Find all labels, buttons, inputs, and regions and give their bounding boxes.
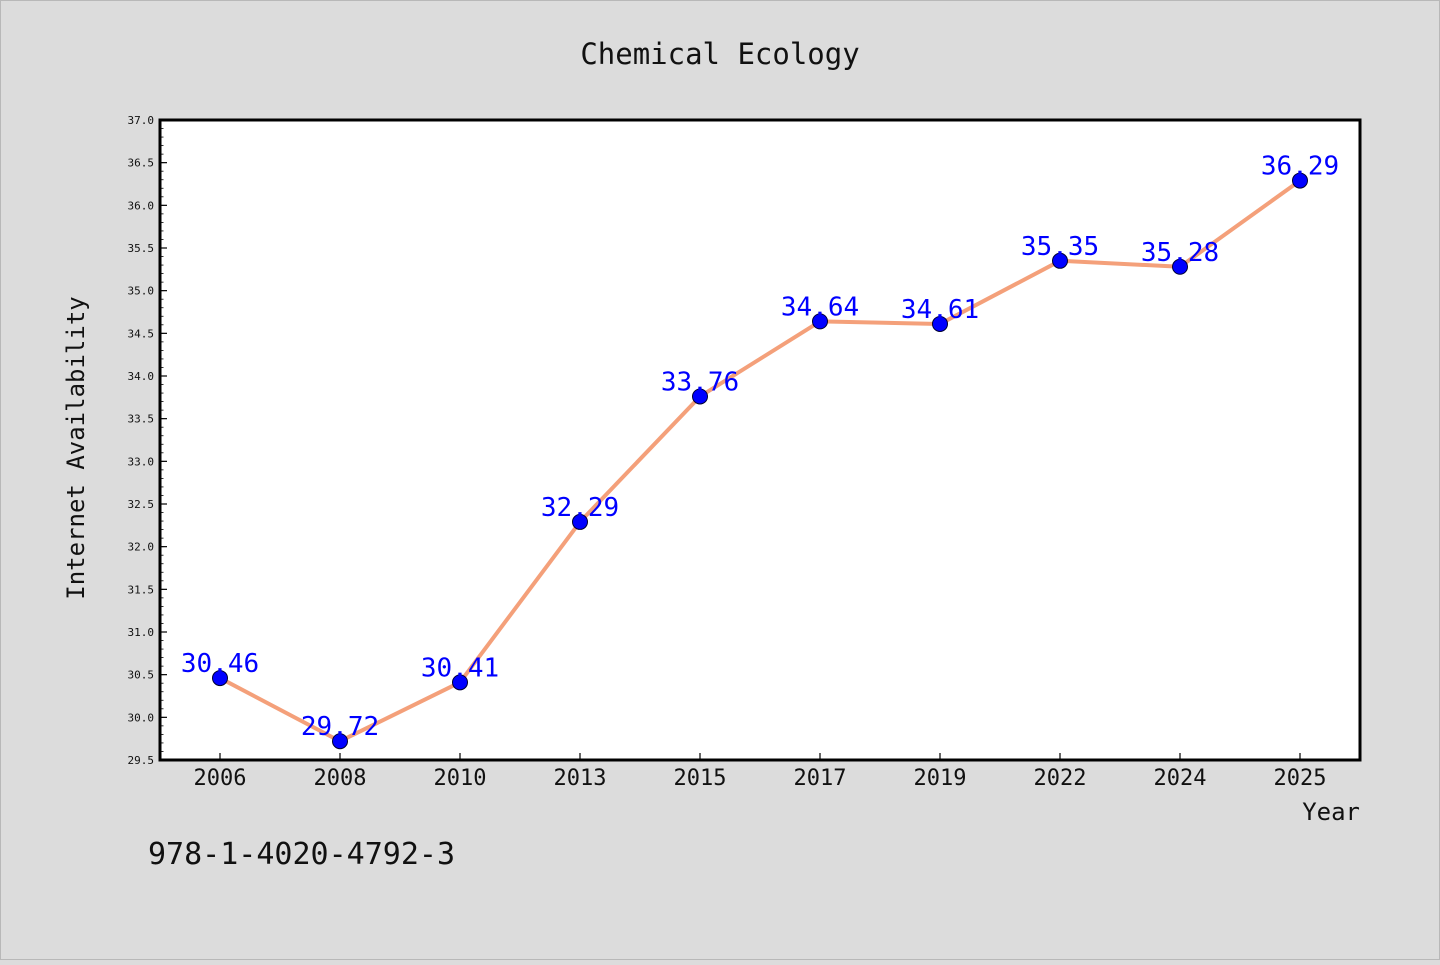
y-tick-label: 34.0 bbox=[128, 370, 155, 383]
x-tick-label: 2024 bbox=[1154, 766, 1207, 791]
chart-title: Chemical Ecology bbox=[580, 37, 859, 71]
data-label: 34.64 bbox=[781, 292, 859, 322]
x-tick-label: 2013 bbox=[554, 766, 607, 791]
y-axis-label: Internet Availability bbox=[62, 296, 90, 599]
data-point bbox=[452, 674, 468, 691]
data-label: 32.29 bbox=[541, 493, 619, 523]
y-tick-label: 36.5 bbox=[128, 157, 155, 170]
data-point bbox=[932, 315, 948, 332]
y-tick-label: 33.0 bbox=[128, 455, 155, 468]
data-point bbox=[572, 513, 588, 530]
data-labels: 30.46 29.72 30.41 32.29 33.76 34.64 34.61 35.35… bbox=[181, 152, 1339, 743]
plot-area bbox=[158, 118, 1362, 762]
data-label: 30.41 bbox=[421, 653, 499, 683]
data-label: 30.46 bbox=[181, 649, 259, 679]
data-label: 36.29 bbox=[1261, 152, 1339, 182]
data-point bbox=[1292, 172, 1308, 189]
isbn-annotation: 978-1-4020-4792-3 bbox=[148, 837, 455, 872]
x-tick-label: 2019 bbox=[914, 766, 967, 791]
y-tick-label: 34.5 bbox=[128, 327, 155, 340]
data-label: 35.28 bbox=[1141, 238, 1219, 268]
y-tick-label: 30.5 bbox=[128, 669, 155, 682]
y-axis: 29.5 30.0 30.5 31.0 31.5 32.0 32.5 33.0 33.5 34.0… bbox=[128, 114, 167, 767]
data-label: 34.61 bbox=[901, 295, 979, 325]
data-point bbox=[1052, 252, 1068, 269]
y-tick-label: 30.0 bbox=[128, 711, 155, 724]
series-line bbox=[218, 178, 1302, 744]
data-point bbox=[332, 733, 348, 750]
data-label: 29.72 bbox=[301, 712, 379, 742]
data-point bbox=[812, 313, 828, 330]
series-markers bbox=[212, 172, 1308, 750]
x-tick-label: 2006 bbox=[194, 766, 247, 791]
y-tick-label: 33.5 bbox=[128, 413, 155, 426]
x-tick-label: 2022 bbox=[1034, 766, 1087, 791]
y-tick-label: 29.5 bbox=[128, 754, 155, 767]
y-tick-label: 32.5 bbox=[128, 498, 155, 511]
y-tick-label: 31.0 bbox=[128, 626, 155, 639]
data-point bbox=[692, 388, 708, 405]
data-label: 35.35 bbox=[1021, 232, 1099, 262]
y-tick-label: 32.0 bbox=[128, 541, 155, 554]
x-tick-label: 2017 bbox=[794, 766, 847, 791]
y-tick-label: 35.0 bbox=[128, 285, 155, 298]
y-tick-label: 36.0 bbox=[128, 199, 155, 212]
x-tick-label: 2025 bbox=[1274, 766, 1327, 791]
x-tick-label: 2010 bbox=[434, 766, 487, 791]
y-tick-label: 37.0 bbox=[128, 114, 155, 127]
x-axis: 2006 2008 2010 2013 2015 2017 2019 2022 2024 2025 bbox=[194, 753, 1327, 791]
y-tick-label: 35.5 bbox=[128, 242, 155, 255]
x-tick-label: 2015 bbox=[674, 766, 727, 791]
data-label: 33.76 bbox=[661, 367, 739, 397]
y-tick-label: 31.5 bbox=[128, 583, 155, 596]
data-point bbox=[1172, 258, 1188, 275]
data-point bbox=[212, 670, 228, 687]
x-tick-label: 2008 bbox=[314, 766, 367, 791]
x-axis-label: Year bbox=[1302, 798, 1360, 826]
